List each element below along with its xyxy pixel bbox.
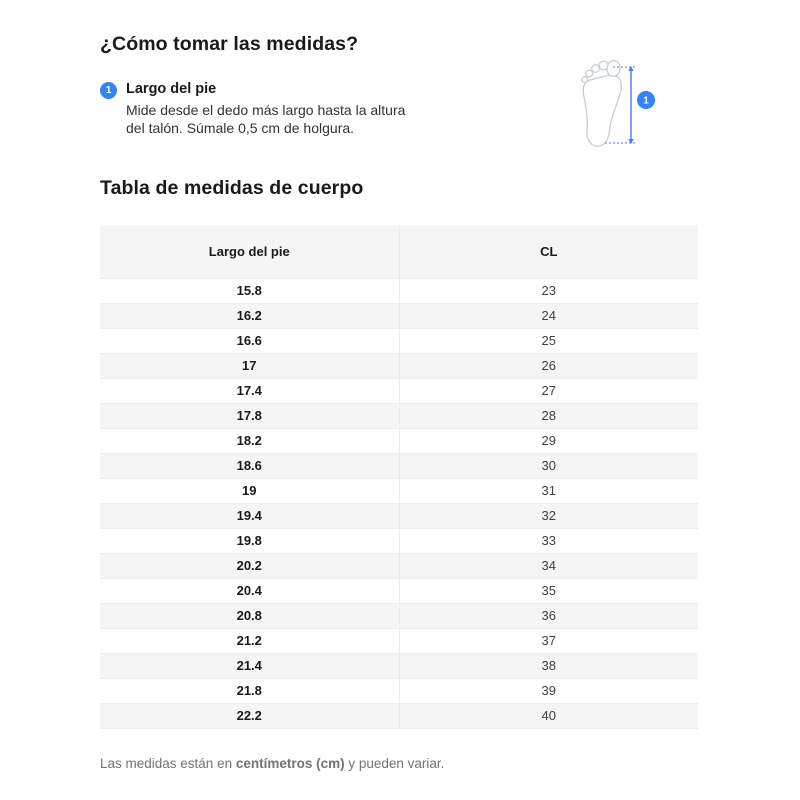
size-table-header: Largo del pie CL (100, 225, 698, 279)
foot-length-cell: 21.2 (100, 628, 399, 654)
table-row: 17.4 27 (100, 378, 698, 404)
cl-size-cell: 25 (398, 328, 698, 354)
table-row: 15.8 23 (100, 278, 698, 304)
step-1-badge: 1 (100, 81, 117, 99)
size-table: Largo del pie CL 15.8 23 16.2 24 16.6 25 17 26 1… (100, 225, 698, 729)
foot-length-cell: 15.8 (100, 278, 399, 304)
column-header-foot-length: Largo del pie (100, 225, 399, 279)
foot-length-cell: 17.8 (100, 403, 399, 429)
foot-length-cell: 19 (100, 478, 399, 504)
step-1-label: Largo del pie (126, 81, 217, 97)
cl-size-cell: 27 (398, 378, 698, 404)
foot-length-cell: 20.4 (100, 578, 399, 604)
cl-size-cell: 40 (398, 703, 698, 729)
cl-size-cell: 33 (398, 528, 698, 554)
table-row: 22.2 40 (100, 703, 698, 729)
foot-outline-icon: 1 (581, 59, 655, 147)
table-row: 20.8 36 (100, 603, 698, 629)
table-row: 20.4 35 (100, 578, 698, 604)
cl-size-cell: 23 (398, 278, 698, 304)
column-header-cl: CL (398, 225, 698, 279)
table-row: 21.8 39 (100, 678, 698, 704)
foot-length-cell: 18.2 (100, 428, 399, 454)
foot-length-cell: 17 (100, 353, 399, 379)
table-title: Tabla de medidas de cuerpo (100, 177, 364, 199)
footnote-suffix: y pueden variar. (344, 755, 445, 771)
size-table-body: 15.8 23 16.2 24 16.6 25 17 26 17.4 27 17.8 28 18.2 29… (100, 278, 698, 729)
foot-length-cell: 19.8 (100, 528, 399, 554)
figure-1-badge: 1 (637, 91, 655, 109)
table-row: 19.8 33 (100, 528, 698, 554)
cl-size-cell: 34 (398, 553, 698, 579)
foot-length-cell: 21.4 (100, 653, 399, 679)
step-1-content: Largo del pie Mide desde el dedo más lar… (126, 81, 424, 137)
foot-length-cell: 22.2 (100, 703, 399, 729)
footnote: Las medidas están en centímetros (cm) y … (100, 756, 700, 771)
step-1-item: 1 Largo del pie Mide desde el dedo más l… (100, 81, 700, 137)
foot-measurement-diagram: 1 (575, 55, 670, 155)
cl-size-cell: 28 (398, 403, 698, 429)
table-row: 19.4 32 (100, 503, 698, 529)
foot-length-cell: 16.2 (100, 303, 399, 329)
table-row: 17 26 (100, 353, 698, 379)
footnote-prefix: Las medidas están en (100, 755, 236, 771)
figure-badge-number: 1 (643, 96, 649, 107)
foot-length-cell: 16.6 (100, 328, 399, 354)
table-row: 19 31 (100, 478, 698, 504)
foot-length-cell: 20.8 (100, 603, 399, 629)
cl-size-cell: 38 (398, 653, 698, 679)
cl-size-cell: 29 (398, 428, 698, 454)
cl-size-cell: 31 (398, 478, 698, 504)
foot-length-cell: 20.2 (100, 553, 399, 579)
table-row: 21.4 38 (100, 653, 698, 679)
table-row: 17.8 28 (100, 403, 698, 429)
foot-length-cell: 18.6 (100, 453, 399, 479)
page-title: ¿Cómo tomar las medidas? (100, 33, 359, 55)
cl-size-cell: 30 (398, 453, 698, 479)
cl-size-cell: 32 (398, 503, 698, 529)
table-row: 18.6 30 (100, 453, 698, 479)
table-row: 21.2 37 (100, 628, 698, 654)
foot-length-cell: 21.8 (100, 678, 399, 704)
step-1-description: Mide desde el dedo más largo hasta la al… (126, 102, 406, 136)
cl-size-cell: 37 (398, 628, 698, 654)
cl-size-cell: 26 (398, 353, 698, 379)
foot-length-cell: 17.4 (100, 378, 399, 404)
cl-size-cell: 36 (398, 603, 698, 629)
table-row: 16.6 25 (100, 328, 698, 354)
cl-size-cell: 24 (398, 303, 698, 329)
table-row: 16.2 24 (100, 303, 698, 329)
cl-size-cell: 35 (398, 578, 698, 604)
table-row: 20.2 34 (100, 553, 698, 579)
cl-size-cell: 39 (398, 678, 698, 704)
measure-arrow-icon (605, 66, 637, 144)
table-row: 18.2 29 (100, 428, 698, 454)
foot-length-cell: 19.4 (100, 503, 399, 529)
footnote-bold: centímetros (cm) (235, 755, 345, 771)
